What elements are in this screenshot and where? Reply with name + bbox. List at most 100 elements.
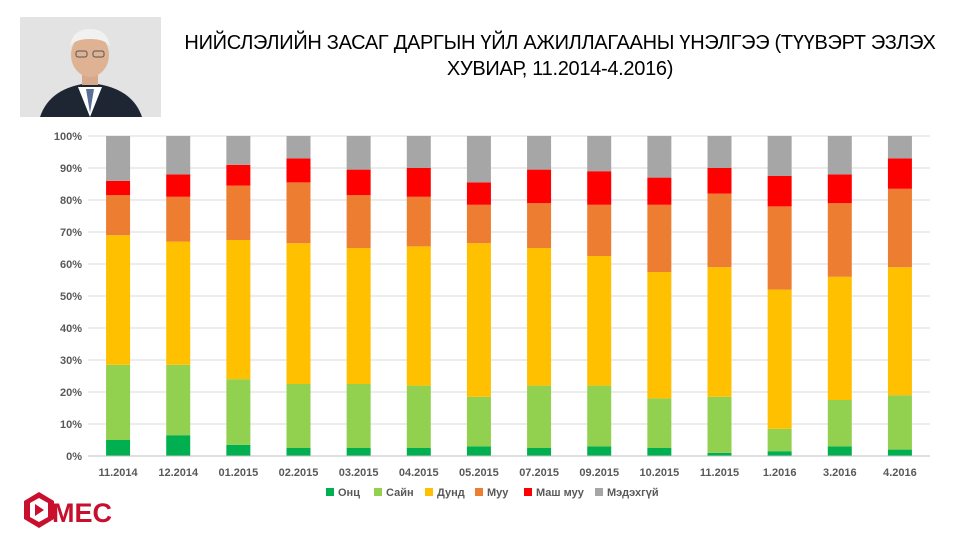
bar-segment (887, 267, 912, 396)
bar-segment (106, 440, 131, 456)
bar-segment (527, 385, 552, 448)
legend: Онц Сайн Дунд Муу Маш муу Мэдэхгүй (326, 487, 659, 499)
bar-segment (226, 185, 251, 240)
y-tick-label: 70% (60, 227, 82, 239)
bar-segment (767, 428, 792, 452)
bar-segment (286, 158, 311, 183)
bar-segment (587, 385, 612, 447)
page-title: НИЙСЛЭЛИЙН ЗАСАГ ДАРГЫН ҮЙЛ АЖИЛЛАГААНЫ … (184, 32, 936, 80)
bar-segment (106, 136, 131, 181)
x-tick-label: 11.2014 (98, 467, 138, 479)
y-tick-label: 10% (60, 419, 82, 431)
y-tick-label: 30% (60, 355, 82, 367)
bar-segment (827, 174, 852, 204)
bar-segment (767, 136, 792, 176)
legend-label: Онц (338, 487, 360, 499)
bar-segment (286, 182, 311, 244)
bar-segment (707, 396, 732, 453)
y-axis: 0% 10% 20% 30% 40% 50% 60% 70% 80% 90% 100% (54, 131, 82, 463)
legend-swatch (425, 488, 433, 496)
y-tick-label: 0% (66, 451, 82, 463)
bar-segment (166, 196, 191, 242)
bar-segment (827, 446, 852, 456)
bar-segment (887, 158, 912, 189)
bar-segment (647, 204, 672, 272)
bar-segment (587, 204, 612, 256)
x-tick-label: 07.2015 (519, 467, 559, 479)
bar-segment (466, 446, 491, 456)
bar-segment (166, 241, 191, 365)
x-tick-label: 02.2015 (279, 467, 319, 479)
bar-segment (647, 177, 672, 205)
bar-segment (587, 136, 612, 172)
bar-segment (166, 435, 191, 456)
x-tick-label: 11.2015 (700, 467, 739, 479)
x-tick-label: 12.2014 (158, 467, 199, 479)
bar-segment (406, 196, 431, 247)
bar-segment (226, 444, 251, 456)
bar-segment (286, 448, 311, 456)
legend-label: Муу (487, 487, 509, 499)
bar-segment (106, 235, 131, 365)
legend-label: Сайн (386, 487, 414, 499)
x-tick-label: 01.2015 (218, 467, 258, 479)
bar-segment (647, 398, 672, 448)
bar-segment (707, 136, 732, 168)
bar-segment (346, 248, 371, 384)
bar-segment (827, 136, 852, 175)
bar-segment (527, 169, 552, 204)
bar-segment (647, 448, 672, 456)
bar-segment (887, 449, 912, 456)
x-tick-label: 4.2016 (883, 467, 917, 479)
x-tick-label: 09.2015 (579, 467, 619, 479)
bar-segment (166, 136, 191, 175)
x-tick-label: 10.2015 (639, 467, 679, 479)
bar-segment (346, 195, 371, 248)
x-axis: 11.2014 12.2014 01.2015 02.2015 03.2015 04.20… (88, 455, 930, 479)
y-tick-label: 20% (60, 387, 82, 399)
bar-segment (166, 174, 191, 197)
bar-segment (106, 364, 131, 440)
legend-swatch (475, 488, 483, 496)
bar-segment (406, 246, 431, 386)
legend-label: Маш муу (536, 487, 585, 499)
bar-segment (226, 379, 251, 445)
bar-segment (346, 136, 371, 170)
bar-segment (466, 204, 491, 244)
bar-segment (587, 171, 612, 205)
bar-segment (887, 395, 912, 450)
bar-segment (767, 176, 792, 207)
legend-swatch (524, 488, 532, 496)
bar-segment (346, 448, 371, 456)
legend-swatch (374, 488, 382, 496)
bar-segment (527, 448, 552, 456)
x-tick-label: 1.2016 (763, 467, 797, 479)
mec-logo (24, 490, 134, 534)
bar-segment (286, 243, 311, 384)
bar-segment (767, 206, 792, 290)
x-tick-label: 3.2016 (823, 467, 857, 479)
bar-segment (827, 276, 852, 400)
bar-segment (767, 289, 792, 429)
bar-segment (226, 240, 251, 380)
bar-segment (827, 203, 852, 277)
bar-segment (406, 448, 431, 456)
bar-segment (707, 168, 732, 194)
bar-segment (647, 136, 672, 178)
bar-segment (466, 396, 491, 447)
bar-segment (587, 446, 612, 456)
bars (106, 136, 912, 456)
y-tick-label: 100% (54, 131, 82, 143)
bar-segment (707, 267, 732, 397)
bar-segment (767, 451, 792, 456)
bar-segment (707, 452, 732, 456)
bar-segment (527, 248, 552, 386)
bar-segment (106, 195, 131, 236)
bar-segment (466, 136, 491, 183)
y-tick-label: 50% (60, 291, 82, 303)
x-tick-label: 04.2015 (399, 467, 439, 479)
bar-segment (466, 243, 491, 397)
bar-segment (887, 188, 912, 268)
bar-segment (346, 384, 371, 448)
